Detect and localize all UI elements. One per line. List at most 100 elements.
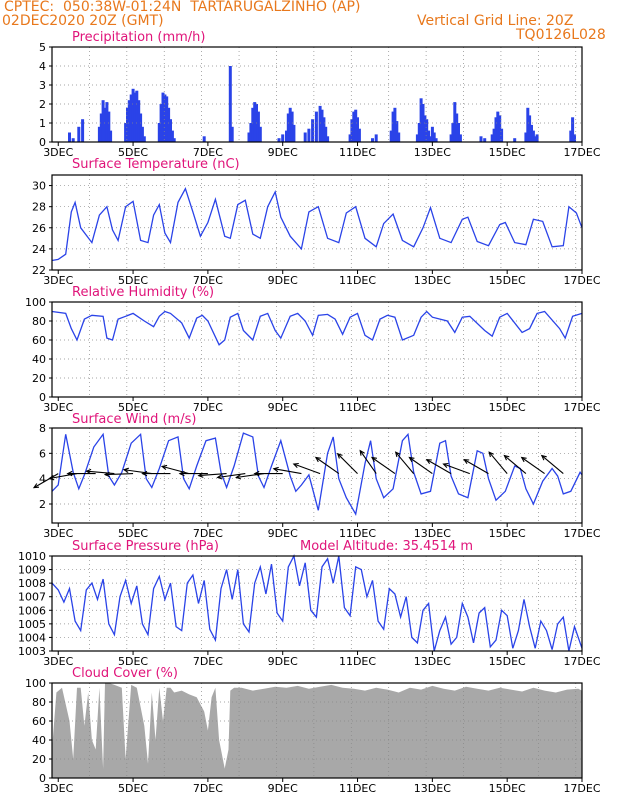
precip-bar xyxy=(483,138,487,142)
precip-bar xyxy=(524,132,528,142)
precip-bar xyxy=(449,134,453,142)
precip-bar xyxy=(172,138,176,142)
rh-title: Relative Humidity (%) xyxy=(72,285,214,300)
header-date: 02DEC2020 20Z (GMT) xyxy=(2,13,164,29)
precip-bar xyxy=(281,134,285,142)
y-tick-label: 40 xyxy=(32,353,46,366)
precip-bar xyxy=(453,102,457,142)
precip-bar xyxy=(434,138,438,142)
y-tick-label: 0 xyxy=(39,391,46,404)
precip-bar xyxy=(421,104,425,142)
precip-bar xyxy=(513,138,517,142)
precip-bar xyxy=(167,107,171,142)
wind-arrow xyxy=(66,470,96,477)
wind-arrow xyxy=(463,458,489,475)
wind-arrow xyxy=(253,470,283,477)
temp-title: Surface Temperature (nC) xyxy=(72,157,240,172)
precip-bar xyxy=(318,105,322,142)
y-tick-label: 60 xyxy=(32,715,46,728)
x-tick-label: 13DEC xyxy=(414,146,451,159)
precip-bar xyxy=(139,113,143,142)
x-tick-label: 5DEC xyxy=(118,274,148,287)
y-tick-label: 0 xyxy=(39,772,46,785)
cloud-area xyxy=(52,683,582,778)
wind-arrow xyxy=(235,473,265,480)
y-tick-label: 100 xyxy=(25,296,46,309)
precip-bar xyxy=(288,107,292,142)
y-tick-label: 80 xyxy=(32,696,46,709)
x-tick-label: 7DEC xyxy=(193,782,223,795)
x-tick-label: 7DEC xyxy=(193,401,223,414)
panel-wind: 2 4 6 8 3DEC 5DEC 7DEC 9DEC 11DEC 13DEC 15DEC 17DEC… xyxy=(32,412,601,540)
x-tick-label: 15DEC xyxy=(489,401,526,414)
precip-bar xyxy=(531,130,535,142)
y-tick-label: 22 xyxy=(32,264,46,277)
x-tick-label: 9DEC xyxy=(268,527,298,540)
x-tick-label: 9DEC xyxy=(268,146,298,159)
precip-bar xyxy=(354,109,358,142)
precip-bar xyxy=(133,92,137,142)
x-tick-label: 13DEC xyxy=(414,655,451,668)
precip-bar xyxy=(528,115,532,142)
precip-bar xyxy=(169,119,172,142)
wind-arrow xyxy=(272,466,302,475)
x-tick-label: 15DEC xyxy=(489,655,526,668)
wind-arrow xyxy=(408,456,433,475)
precip-bar xyxy=(230,126,234,142)
y-tick-label: 1007 xyxy=(18,591,46,604)
precip-bar xyxy=(432,132,436,142)
precip-bar xyxy=(286,113,290,142)
y-tick-label: 26 xyxy=(32,222,46,235)
x-tick-label: 3DEC xyxy=(43,274,73,287)
precip-bar xyxy=(314,111,318,142)
wind-arrow xyxy=(85,468,115,475)
panel-temp: 22 24 26 28 30 3DEC 5DEC 7DEC 9DEC 11DEC 13DEC 15DE… xyxy=(32,157,601,287)
precip-bar xyxy=(165,96,169,142)
panel-cloud: 0 20 40 60 80 100 3DEC 5DEC 7DEC 9DEC 11DEC 13DEC 15… xyxy=(25,666,601,795)
precip-bar xyxy=(455,113,459,142)
y-tick-label: 1009 xyxy=(18,564,46,577)
x-tick-label: 15DEC xyxy=(489,274,526,287)
x-tick-label: 15DEC xyxy=(489,782,526,795)
x-tick-label: 5DEC xyxy=(118,401,148,414)
wind-arrow xyxy=(394,451,415,474)
precip-bar xyxy=(479,136,483,142)
x-tick-label: 13DEC xyxy=(414,274,451,287)
x-tick-label: 15DEC xyxy=(489,146,526,159)
x-tick-label: 11DEC xyxy=(339,527,376,540)
precip-bar xyxy=(142,136,146,142)
precip-bar xyxy=(526,107,530,142)
y-tick-label: 20 xyxy=(32,753,46,766)
wind-arrow xyxy=(503,454,527,475)
precip-bar xyxy=(157,123,161,142)
precip-bar xyxy=(494,117,498,142)
wind-arrow xyxy=(540,454,564,475)
x-tick-label: 7DEC xyxy=(193,527,223,540)
precip-bar xyxy=(247,132,251,142)
precip-bar xyxy=(571,117,575,142)
precip-bar xyxy=(417,123,421,142)
precip-bar xyxy=(389,130,393,142)
precip-bar xyxy=(228,66,232,142)
wind-arrow xyxy=(103,471,134,478)
wind-arrow xyxy=(370,456,396,475)
wind-arrow xyxy=(336,452,358,474)
precip-bar xyxy=(458,134,462,142)
precip-bar xyxy=(258,126,262,142)
pressure-series-line xyxy=(51,554,583,652)
precip-title: Precipitation (mm/h) xyxy=(72,30,205,45)
wind-arrow xyxy=(442,462,470,475)
precip-bar xyxy=(573,134,576,142)
x-tick-label: 11DEC xyxy=(339,655,376,668)
precip-bar xyxy=(427,130,431,142)
x-tick-label: 11DEC xyxy=(339,274,376,287)
wind-arrow xyxy=(216,473,246,480)
precip-bar xyxy=(81,119,85,142)
panel-precip: 0 1 2 3 4 5 3DEC 5DEC 7DEC 9DEC 11DEC 13DEC 15DEC 17D… xyxy=(39,30,601,159)
temp-series-line xyxy=(51,187,583,262)
x-tick-label: 7DEC xyxy=(193,274,223,287)
wind-arrow xyxy=(32,473,59,489)
precip-bar xyxy=(170,130,174,142)
precip-bar xyxy=(348,134,352,142)
precip-bar xyxy=(77,126,81,142)
